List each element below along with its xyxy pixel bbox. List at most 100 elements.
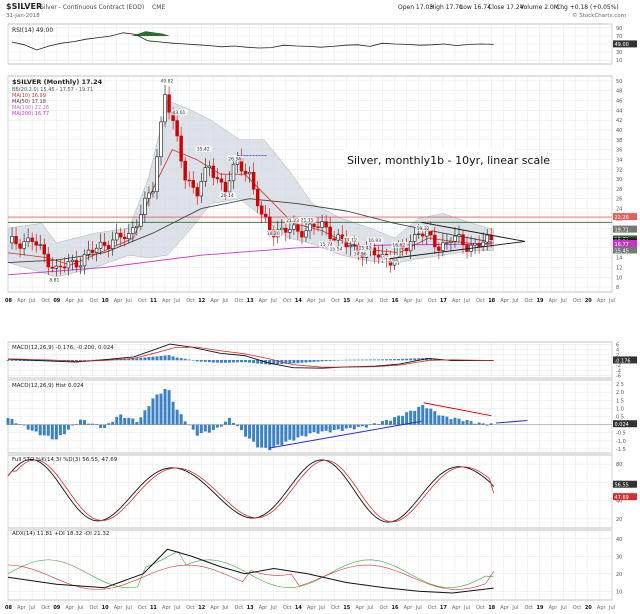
histogram-bar (268, 424, 272, 451)
macd-hist-bar (14, 360, 18, 361)
histogram-bar (320, 424, 324, 432)
histogram-bar (215, 424, 219, 428)
macd-hist-legend: MACD(12,26,9) Hist 0.024 (12, 383, 84, 389)
histogram-bar (103, 424, 107, 428)
histogram-bar (203, 424, 207, 432)
time-axis-label: Jul (608, 298, 615, 304)
price-point-label: 35.42 (197, 146, 210, 152)
time-axis-label: Jul (125, 298, 132, 304)
macd-hist-bar (393, 359, 397, 361)
histogram-bar (328, 424, 332, 433)
price-value-tag: 16.77 (615, 242, 629, 248)
histogram-bar (457, 418, 461, 425)
macd-tag-bg (613, 356, 637, 364)
macd-hist-bar (223, 360, 227, 363)
histogram-bar (127, 417, 131, 425)
histogram-bar (485, 424, 489, 426)
price-point-label-bg (318, 241, 335, 248)
macd-hist-bar (272, 360, 276, 365)
time-axis-label: 16 (392, 298, 399, 304)
histogram-bar (135, 422, 139, 425)
time-axis-label: Jul (318, 298, 325, 304)
histogram-bar (332, 424, 336, 431)
watermark: © StockCharts.com (572, 12, 626, 19)
macd-hist-bar (364, 359, 368, 361)
price-point-label: 15.43 (359, 246, 372, 252)
sto-d-line (7, 459, 495, 523)
candle-body (143, 197, 147, 215)
macd-hist-bar (127, 358, 131, 361)
bottom-time-axis-label: Oct (476, 605, 485, 611)
adx-tick-label: 30 (616, 554, 622, 560)
rising-trendline-extension (495, 420, 528, 424)
macd-hist-tick-label: -0.5 (616, 431, 626, 437)
candle-body (42, 244, 46, 255)
time-axis-label: Jul (221, 298, 228, 304)
price-point-label: 19.32 (417, 226, 430, 232)
time-axis-label: Oct (235, 298, 244, 304)
candle-body (437, 246, 441, 251)
histogram-bar (211, 424, 215, 431)
histogram-bar (10, 419, 14, 425)
candle-body (106, 245, 111, 249)
histogram-bar (26, 424, 30, 430)
bottom-time-axis-label: Apr (549, 605, 559, 611)
candle-body (22, 241, 26, 249)
macd-hist-bar (332, 360, 336, 361)
price-point-label-bg (265, 230, 282, 237)
time-axis-label: Jul (511, 298, 518, 304)
macd-hist-tick-label: 2.5 (616, 382, 624, 388)
time-axis-label: 13 (247, 298, 254, 304)
candle-body (316, 226, 320, 228)
histogram-bar (441, 415, 445, 425)
bottom-time-axis-label: Oct (428, 605, 437, 611)
macd-hist-bar (324, 360, 328, 362)
annotation-text: Silver, monthly1b - 10yr, linear scale (347, 154, 550, 167)
sto-k-tag-bg (613, 480, 637, 488)
histogram-bar (34, 424, 38, 432)
candle-body (26, 237, 30, 243)
histogram-bar (256, 424, 260, 448)
candle-body (372, 247, 377, 256)
candle-body (147, 192, 151, 199)
candle-body (312, 223, 316, 228)
time-axis-label: Oct (331, 298, 340, 304)
macd-hist-bar (215, 360, 219, 363)
histogram-bar (481, 423, 485, 425)
histogram-bar (139, 417, 143, 425)
histogram-bar (167, 390, 171, 425)
bottom-time-axis-label: Apr (307, 605, 317, 611)
candle-body (284, 227, 288, 233)
histogram-bar (393, 417, 397, 425)
histogram-bar (207, 424, 211, 433)
macd-hist-bar (288, 360, 292, 364)
macd-hist-bar (304, 360, 308, 363)
macd-hist-bar (409, 358, 413, 361)
price-point-label-bg (48, 276, 65, 283)
macd-hist-bar (26, 360, 30, 362)
histogram-bar (397, 415, 401, 425)
price-tick-label: 46 (616, 99, 622, 105)
price-panel: 5048464442403836343230282624222018161412… (7, 75, 637, 293)
histogram-bar (236, 424, 240, 427)
histogram-bar (340, 424, 344, 431)
bottom-time-axis-label: 12 (198, 605, 205, 611)
price-point-label: 26.14 (221, 193, 234, 199)
rsi-legend: RSI(14) 49.00 (12, 27, 53, 34)
bottom-time-axis-label: Apr (17, 605, 27, 611)
instrument-subtitle: Silver - Continuous Contract (EOD) (40, 4, 144, 11)
ticker-title: $SILVER (6, 2, 42, 11)
macd-hist-bar (187, 359, 191, 361)
histogram-bar (54, 424, 58, 440)
price-point-label: 17.12 (344, 237, 357, 243)
macd-hist-bar (368, 359, 372, 361)
candle-body (54, 265, 59, 269)
bottom-time-axis-label: Jul (366, 605, 373, 611)
macd-hist-bar (78, 360, 82, 361)
time-axis-label: Apr (452, 298, 462, 304)
histogram-bar (292, 424, 296, 441)
candle-body (223, 181, 228, 193)
macd-hist-bar (167, 355, 171, 361)
histogram-bar (171, 401, 175, 425)
open-readout: Open 17.03 (398, 4, 433, 11)
